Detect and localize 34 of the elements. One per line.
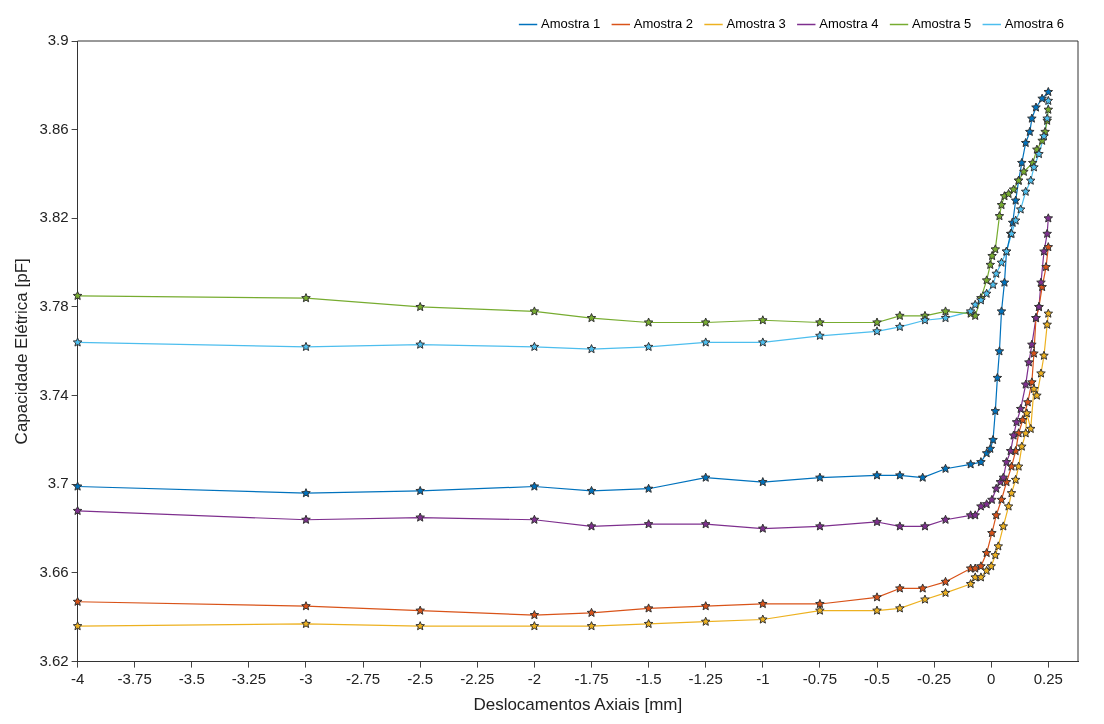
y-tick-label: 3.74 [39, 385, 69, 403]
x-tick-label: -3 [299, 669, 313, 687]
legend-label: Amostra 3 [726, 16, 786, 32]
x-tick-label: -3.75 [117, 669, 152, 687]
x-tick-label: -2 [527, 669, 542, 687]
x-tick-label: 0.25 [1033, 669, 1063, 687]
x-tick-label: -1.5 [635, 669, 662, 687]
y-tick-label: 3.7 [47, 474, 69, 492]
y-tick-label: 3.82 [39, 208, 69, 226]
x-tick-label: -0.75 [802, 669, 838, 687]
x-tick-label: -4 [70, 669, 85, 687]
y-tick-label: 3.9 [47, 31, 69, 49]
x-tick-label: 0 [987, 669, 996, 687]
y-tick-label: 3.62 [39, 651, 69, 669]
x-tick-label: -0.5 [864, 669, 890, 687]
legend-label: Amostra 5 [912, 16, 972, 32]
x-tick-label: -1.75 [574, 669, 609, 687]
y-tick-label: 3.78 [39, 297, 69, 315]
x-tick-label: -2.5 [407, 669, 434, 687]
x-tick-label: -2.75 [346, 669, 381, 687]
y-axis-title: Capacidade Elétrica [pF] [11, 258, 31, 445]
x-axis-title: Deslocamentos Axiais [mm] [473, 695, 683, 715]
legend-label: Amostra 6 [1004, 16, 1065, 32]
x-tick-label: -1 [756, 669, 770, 687]
x-tick-label: -0.25 [917, 669, 952, 687]
x-tick-label: -2.25 [460, 669, 495, 687]
y-tick-label: 3.66 [39, 563, 69, 581]
legend-label: Amostra 1 [541, 16, 601, 32]
legend-label: Amostra 4 [819, 16, 879, 32]
x-tick-label: -1.25 [688, 669, 723, 687]
x-tick-label: -3.5 [178, 669, 205, 687]
x-tick-label: -3.25 [231, 669, 266, 687]
y-tick-label: 3.86 [39, 119, 69, 137]
legend-label: Amostra 2 [633, 16, 694, 32]
